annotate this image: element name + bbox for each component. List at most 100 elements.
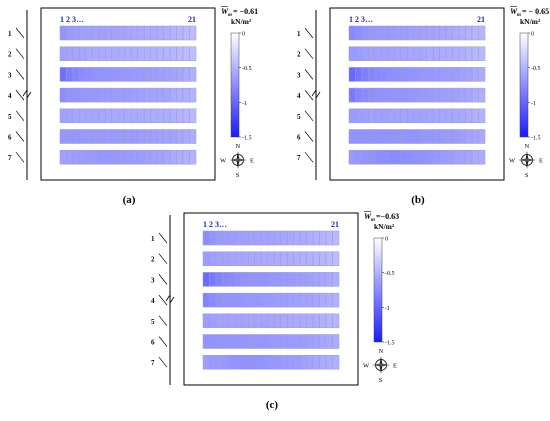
- pressure-cell: [222, 354, 230, 370]
- pressure-cell: [169, 67, 177, 82]
- pressure-cell: [293, 313, 301, 329]
- pressure-cell: [452, 149, 460, 165]
- pressure-cell: [332, 251, 340, 266]
- pressure-cell: [111, 46, 119, 61]
- pressure-cell: [368, 25, 376, 41]
- pressure-cell: [130, 46, 138, 61]
- pressure-cell: [286, 313, 294, 329]
- column-label-last: 21: [331, 220, 339, 229]
- pressure-cell: [111, 129, 119, 144]
- pressure-cell: [407, 46, 415, 61]
- pressure-cell: [458, 129, 466, 144]
- row-label: 7: [151, 359, 155, 367]
- pressure-cell: [124, 129, 132, 144]
- pressure-cell: [222, 272, 230, 287]
- compass-east: E: [393, 363, 397, 370]
- pressure-cell: [426, 46, 434, 61]
- column-label-first: 1 2 3…: [349, 15, 373, 24]
- pressure-cell: [471, 149, 479, 165]
- pressure-cell: [381, 46, 389, 61]
- pressure-cell: [105, 108, 113, 124]
- pressure-cell: [319, 272, 327, 287]
- pressure-cell: [79, 25, 87, 41]
- pressure-cell: [348, 108, 356, 124]
- facade-tick: [15, 69, 25, 80]
- pressure-cell: [222, 313, 230, 329]
- pressure-cell: [355, 149, 363, 165]
- pressure-cell: [419, 149, 427, 165]
- pressure-cell: [209, 292, 217, 308]
- pressure-cell: [355, 46, 363, 61]
- facade-tick: [158, 336, 168, 347]
- pressure-cell: [261, 292, 269, 308]
- pressure-cell: [228, 292, 236, 308]
- pressure-cell: [368, 149, 376, 165]
- facade-tick: [158, 253, 168, 264]
- pressure-cell: [163, 25, 171, 41]
- pressure-cell: [419, 87, 427, 103]
- pressure-cell: [85, 87, 93, 103]
- pressure-cell: [267, 272, 275, 287]
- pressure-cell: [325, 313, 333, 329]
- pressure-cell: [267, 334, 275, 349]
- pressure-cell: [299, 251, 307, 266]
- pressure-cell: [368, 108, 376, 124]
- pressure-cell: [241, 251, 249, 266]
- row-label: 2: [8, 51, 12, 59]
- colorbar-tick-label: -1: [385, 306, 390, 312]
- pressure-cell: [98, 25, 106, 41]
- building-plan-frame: [329, 7, 505, 181]
- pressure-cell: [222, 292, 230, 308]
- mean-pressure-value: =−0.63: [376, 212, 399, 221]
- compass-west: W: [509, 158, 516, 165]
- pressure-cell: [182, 108, 190, 124]
- pressure-cell: [248, 334, 256, 349]
- pressure-cell: [254, 354, 262, 370]
- colorbar-tick-label: 0: [531, 32, 534, 38]
- pressure-cell: [319, 354, 327, 370]
- facade-break-mark: [311, 88, 321, 100]
- pressure-cell: [267, 313, 275, 329]
- pressure-cell: [280, 251, 288, 266]
- facade-tick: [15, 89, 25, 101]
- pressure-cell: [176, 25, 184, 41]
- compass-north: N: [525, 143, 530, 150]
- pressure-cell: [72, 46, 80, 61]
- pressure-cell: [130, 67, 138, 82]
- pressure-cell: [235, 313, 243, 329]
- pressure-cell: [299, 354, 307, 370]
- pressure-cell: [478, 25, 486, 41]
- mean-pressure-value: = − 0.65: [522, 7, 549, 16]
- pressure-cell: [273, 230, 281, 246]
- pressure-cell: [215, 354, 223, 370]
- pressure-cell: [228, 354, 236, 370]
- pressure-cell: [130, 87, 138, 103]
- pressure-cell: [235, 292, 243, 308]
- pressure-cell: [124, 149, 132, 165]
- pressure-cell: [111, 87, 119, 103]
- pressure-cell: [124, 108, 132, 124]
- pressure-cell: [189, 108, 197, 124]
- pressure-cell: [261, 230, 269, 246]
- pressure-cell: [432, 46, 440, 61]
- unit-label: kN/m²: [374, 222, 395, 231]
- pressure-cell: [163, 149, 171, 165]
- pressure-cell: [355, 67, 363, 82]
- pressure-cell: [189, 67, 197, 82]
- pressure-cell: [400, 25, 408, 41]
- pressure-cell: [182, 129, 190, 144]
- row-label: 5: [297, 113, 301, 121]
- pressure-cell: [439, 108, 447, 124]
- pressure-cell: [325, 354, 333, 370]
- pressure-cell: [374, 87, 382, 103]
- pressure-cell: [458, 108, 466, 124]
- pressure-cell: [407, 87, 415, 103]
- pressure-cell: [319, 292, 327, 308]
- column-label-first: 1 2 3…: [60, 15, 84, 24]
- pressure-cell: [59, 67, 67, 82]
- pressure-cell: [202, 313, 210, 329]
- row-label: 6: [297, 134, 301, 142]
- building-plan-frame: [183, 212, 359, 386]
- pressure-cell: [445, 25, 453, 41]
- pressure-cell: [176, 149, 184, 165]
